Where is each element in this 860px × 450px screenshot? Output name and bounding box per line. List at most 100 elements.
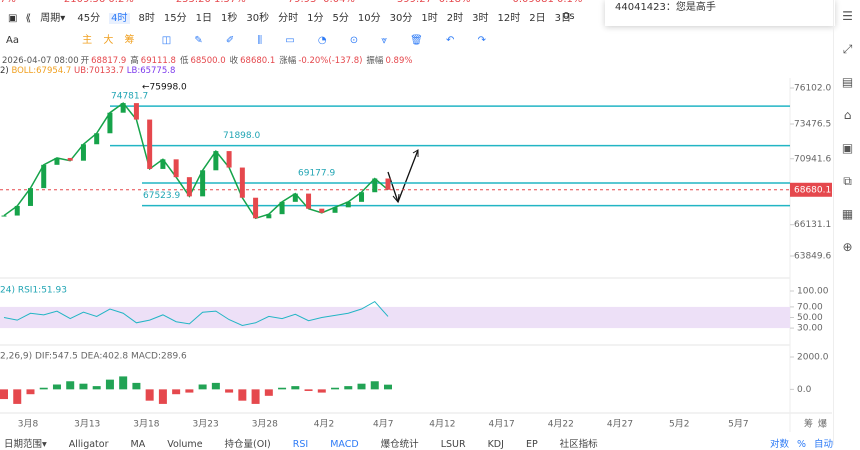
notification[interactable]: 44041423：您是高手 bbox=[605, 0, 835, 26]
ticker: 2109.56 0.2% bbox=[64, 0, 134, 5]
side-icon[interactable]: ⤢ bbox=[842, 42, 853, 56]
info-close: 68680.1 bbox=[240, 56, 276, 66]
info-low-label: 低 bbox=[179, 56, 189, 66]
interval[interactable]: 10分 bbox=[357, 13, 381, 24]
notification-text: 44041423：您是高手 bbox=[615, 2, 716, 13]
interval[interactable]: 1分 bbox=[307, 13, 324, 24]
interval[interactable]: 2时 bbox=[446, 13, 464, 24]
rsi-band bbox=[0, 306, 790, 329]
macd-bar bbox=[158, 389, 167, 404]
chips-tool[interactable]: 筹 bbox=[124, 35, 135, 46]
macd-bar bbox=[172, 389, 181, 395]
info-high: 69111.8 bbox=[140, 56, 176, 66]
candle bbox=[67, 157, 73, 161]
macd-bar bbox=[317, 389, 326, 393]
info-high-label: 高 bbox=[130, 56, 139, 66]
interval[interactable]: 3日 bbox=[554, 13, 571, 24]
candle bbox=[359, 192, 365, 202]
side-icon[interactable]: ⌂ bbox=[843, 108, 852, 122]
icon[interactable]: ▣ bbox=[8, 13, 18, 24]
candle bbox=[160, 159, 166, 169]
info-time: 2026-04-07 08:00 bbox=[2, 56, 79, 66]
side-icon[interactable]: ☰ bbox=[842, 9, 853, 23]
macd-tick-label: 2000.0 bbox=[797, 353, 829, 363]
interval[interactable]: 2日 bbox=[529, 13, 546, 24]
axis-corner: 筹 bbox=[804, 418, 813, 430]
x-tick-label: 3月13 bbox=[74, 419, 100, 430]
candle bbox=[213, 151, 219, 171]
drawing-toolbar: Aa 主 大 筹 ◫ ✎ ✐ ⫼ ▭ ◔ ⊙ ⩔ 🗑 ↶ ↷ bbox=[6, 33, 496, 49]
side-icon[interactable]: ⧉ bbox=[843, 174, 852, 188]
timer: 0s bbox=[563, 11, 575, 22]
candle bbox=[80, 144, 86, 161]
last-price-box bbox=[790, 182, 832, 197]
candle bbox=[14, 205, 20, 216]
macd-bar bbox=[344, 386, 353, 390]
macd-bar bbox=[198, 384, 207, 390]
interval[interactable]: 30秒 bbox=[246, 13, 270, 24]
side-icon[interactable]: ⊕ bbox=[842, 240, 853, 254]
macd-tick-label: 0.0 bbox=[797, 385, 812, 395]
macd-bar bbox=[52, 384, 61, 390]
candle bbox=[133, 103, 139, 120]
boll-prefix: 2) bbox=[0, 66, 9, 76]
macd-label: 2,26,9) DIF:547.5 DEA:402.8 MACD:289.6 bbox=[0, 352, 187, 362]
rsi-tick-label: 100.00 bbox=[797, 287, 829, 297]
macd-bar bbox=[291, 386, 300, 390]
tool-icons[interactable]: ◫ ✎ ✐ ⫼ ▭ ◔ ⊙ ⩔ 🗑 ↶ ↷ bbox=[161, 35, 496, 46]
interval[interactable]: 1秒 bbox=[221, 13, 238, 24]
interval[interactable]: 45分 bbox=[77, 13, 101, 24]
interval[interactable]: 1时 bbox=[421, 13, 438, 24]
ticker-strip: 7% 2109.56 0.2% 255.20 1.57% 79.93 -0.04% 59… bbox=[0, 0, 624, 5]
bottom-right: 对数% 自动 bbox=[770, 436, 841, 450]
arrow-heads bbox=[392, 149, 419, 204]
main-tool[interactable]: 主 bbox=[82, 35, 93, 46]
x-tick-label: 3月8 bbox=[18, 419, 39, 430]
candle bbox=[54, 157, 60, 165]
period[interactable]: 周期▾ bbox=[40, 13, 66, 24]
interval[interactable]: 15分 bbox=[163, 13, 187, 24]
price-tick-label: 76102.0 bbox=[794, 84, 831, 94]
interval[interactable]: 4时 bbox=[109, 13, 130, 24]
candle bbox=[319, 208, 325, 213]
candle bbox=[186, 177, 192, 197]
candle bbox=[147, 119, 153, 169]
boll-line: 2) BOLL:67954.7 UB:70133.7 LB:65775.8 bbox=[0, 66, 175, 76]
info-low: 68500.0 bbox=[190, 56, 226, 66]
rsi-label: 24) RSI1:51.93 bbox=[0, 286, 67, 296]
x-tick-label: 5月2 bbox=[669, 419, 689, 430]
interval[interactable]: 30分 bbox=[389, 13, 413, 24]
boll-ub: UB:70133.7 bbox=[74, 66, 125, 76]
interval[interactable]: 8时 bbox=[138, 13, 155, 24]
candle bbox=[253, 197, 259, 219]
big-tool[interactable]: 大 bbox=[103, 35, 114, 46]
interval[interactable]: 3时 bbox=[472, 13, 489, 24]
macd-bar bbox=[39, 387, 48, 390]
macd-bar bbox=[185, 389, 194, 393]
icon[interactable]: ⟪ bbox=[25, 13, 32, 24]
candle bbox=[41, 164, 47, 189]
info-change-label: 涨幅 bbox=[279, 56, 297, 66]
x-tick-label: 3月18 bbox=[133, 419, 159, 430]
candle bbox=[292, 193, 298, 202]
side-icon[interactable]: ▤ bbox=[841, 75, 854, 89]
candle bbox=[226, 151, 232, 168]
x-tick-label: 4月27 bbox=[607, 419, 633, 430]
level-label: 74781.7 bbox=[111, 92, 148, 102]
interval[interactable]: 1日 bbox=[195, 13, 213, 24]
x-tick-label: 4月17 bbox=[489, 419, 515, 430]
side-icon[interactable]: ▣ bbox=[841, 141, 854, 155]
macd-bar bbox=[66, 381, 75, 390]
candle bbox=[345, 201, 351, 208]
interval[interactable]: 12时 bbox=[497, 13, 521, 24]
macd-bar bbox=[0, 389, 8, 400]
interval[interactable]: 分时 bbox=[278, 13, 299, 24]
candle bbox=[200, 170, 206, 197]
macd-bar bbox=[357, 383, 366, 390]
font-tool[interactable]: Aa bbox=[6, 35, 19, 46]
side-icon[interactable]: ▦ bbox=[841, 207, 854, 221]
macd-bar bbox=[264, 389, 273, 396]
interval[interactable]: 5分 bbox=[332, 13, 349, 24]
candle bbox=[385, 178, 391, 190]
macd-bar bbox=[132, 382, 141, 390]
